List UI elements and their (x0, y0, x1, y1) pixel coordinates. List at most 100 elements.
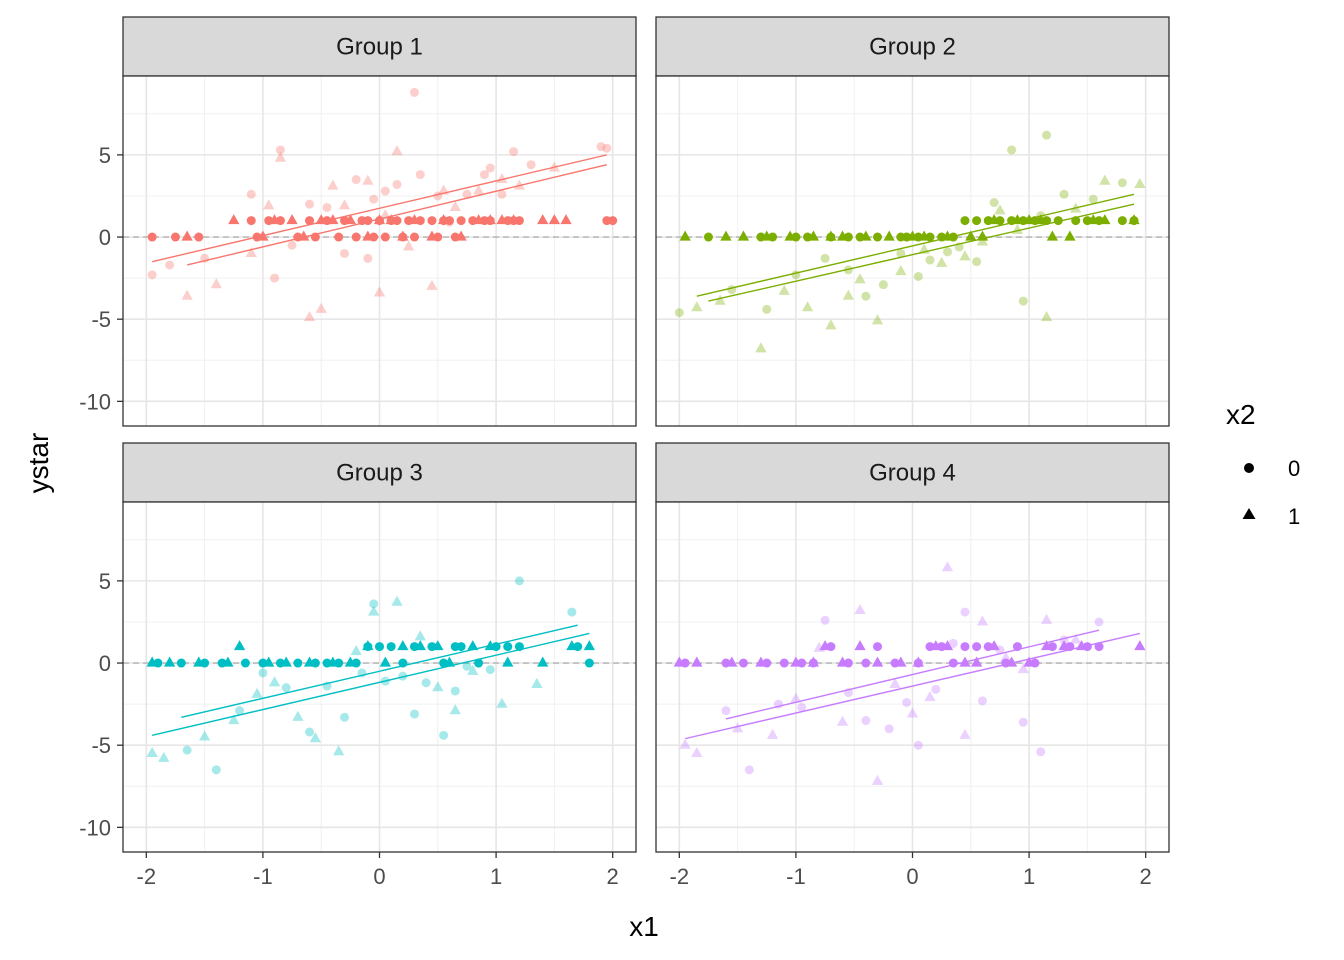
latent-point-x2-1 (350, 645, 362, 656)
observed-point-x2-1 (257, 230, 269, 241)
latent-point-x2-1 (679, 738, 691, 749)
observed-point-x2-0 (246, 216, 256, 226)
latent-point-x2-1 (1040, 613, 1053, 624)
observed-point-x2-1 (807, 656, 820, 667)
observed-point-x2-0 (972, 642, 982, 652)
observed-point-x2-0 (738, 658, 748, 668)
observed-point-x2-1 (691, 656, 703, 667)
latent-point-x2-0 (1018, 296, 1028, 306)
observed-point-x2-1 (784, 230, 796, 241)
latent-point-x2-0 (727, 285, 737, 295)
latent-point-x2-1 (263, 199, 275, 210)
observed-point-x2-1 (737, 230, 750, 241)
observed-point-x2-1 (854, 640, 866, 651)
observed-point-x2-1 (930, 640, 942, 651)
observed-point-x2-1 (408, 214, 421, 225)
observed-point-x2-1 (1046, 230, 1059, 241)
observed-point-x2-1 (959, 656, 971, 667)
latent-point-x2-1 (426, 279, 438, 290)
x-tick-label: -2 (670, 864, 690, 889)
latent-point-x2-0 (948, 638, 958, 648)
observed-point-x2-0 (1012, 642, 1022, 652)
observed-point-x2-1 (222, 656, 234, 667)
observed-point-x2-1 (761, 230, 773, 241)
observed-point-x2-1 (426, 230, 438, 241)
x-tick-label: 0 (906, 864, 918, 889)
observed-point-x2-1 (315, 214, 327, 225)
observed-point-x2-0 (873, 642, 883, 652)
latent-point-x2-1 (496, 697, 508, 708)
observed-point-x2-1 (988, 640, 1000, 651)
observed-point-x2-1 (443, 656, 456, 667)
latent-point-x2-0 (878, 280, 888, 290)
observed-point-x2-1 (484, 640, 496, 651)
observed-point-x2-0 (1117, 216, 1127, 226)
observed-point-x2-1 (455, 230, 467, 241)
observed-point-x2-0 (398, 658, 408, 668)
latent-point-x2-1 (513, 179, 526, 190)
latent-point-x2-1 (731, 722, 744, 733)
latent-point-x2-0 (462, 661, 472, 671)
latent-point-x2-0 (380, 186, 390, 196)
observed-point-x2-1 (988, 214, 1000, 225)
observed-point-x2-0 (427, 216, 437, 226)
observed-point-x2-1 (918, 230, 930, 241)
latent-point-x2-1 (778, 284, 790, 295)
observed-point-x2-1 (537, 656, 549, 667)
latent-point-x2-0 (421, 678, 431, 688)
latent-point-x2-1 (1070, 633, 1082, 644)
latent-point-x2-0 (861, 291, 871, 301)
observed-point-x2-1 (836, 656, 849, 667)
observed-point-x2-0 (503, 642, 513, 652)
latent-point-x2-1 (210, 278, 222, 289)
latent-point-x2-0 (305, 199, 315, 209)
latent-point-x2-0 (509, 147, 519, 157)
latent-point-x2-0 (305, 727, 315, 737)
facet-strip-label: Group 3 (336, 460, 423, 487)
latent-point-x2-0 (913, 271, 923, 281)
latent-point-x2-1 (755, 342, 767, 353)
observed-point-x2-0 (608, 216, 618, 226)
latent-point-x2-0 (462, 189, 472, 199)
y-tick-label: -10 (79, 389, 111, 414)
observed-point-x2-1 (379, 656, 391, 667)
latent-point-x2-0 (450, 686, 460, 696)
fit-line-x2-1 (708, 203, 1135, 302)
observed-point-x2-1 (965, 230, 977, 241)
observed-point-x2-1 (1005, 656, 1018, 667)
latent-point-x2-1 (245, 246, 257, 258)
latent-point-x2-0 (884, 724, 894, 734)
latent-point-x2-1 (906, 707, 919, 718)
x-tick-label: -1 (786, 864, 806, 889)
latent-point-x2-1 (935, 256, 948, 267)
facet-strip (122, 442, 637, 503)
observed-point-x2-1 (263, 656, 275, 667)
panel-border (122, 75, 637, 427)
latent-point-x2-0 (485, 665, 495, 675)
observed-point-x2-1 (1040, 640, 1053, 651)
latent-point-x2-0 (902, 697, 912, 707)
observed-point-x2-0 (147, 232, 157, 242)
latent-point-x2-0 (913, 740, 923, 750)
latent-point-x2-0 (485, 163, 495, 173)
latent-point-x2-1 (268, 676, 281, 687)
facet-panel-1: Group 1 (122, 16, 637, 427)
latent-point-x2-1 (292, 710, 304, 721)
observed-point-x2-0 (351, 232, 361, 242)
observed-point-x2-1 (1058, 640, 1070, 651)
latent-point-x2-1 (895, 265, 907, 276)
observed-point-x2-1 (807, 230, 820, 241)
latent-point-x2-0 (602, 143, 612, 153)
observed-point-x2-1 (467, 640, 479, 651)
observed-point-x2-1 (976, 230, 989, 241)
legend-key-triangle (1242, 508, 1256, 519)
latent-point-x2-0 (931, 684, 941, 694)
observed-point-x2-0 (310, 232, 320, 242)
facet-panel-3: Group 3 (122, 442, 637, 853)
observed-point-x2-1 (163, 656, 176, 667)
fit-line-x2-0 (181, 624, 578, 718)
facet-panel-2: Group 2 (655, 16, 1170, 427)
latent-point-x2-0 (246, 189, 256, 199)
latent-point-x2-1 (889, 677, 901, 688)
facet-panel-4: Group 4 (655, 442, 1170, 853)
